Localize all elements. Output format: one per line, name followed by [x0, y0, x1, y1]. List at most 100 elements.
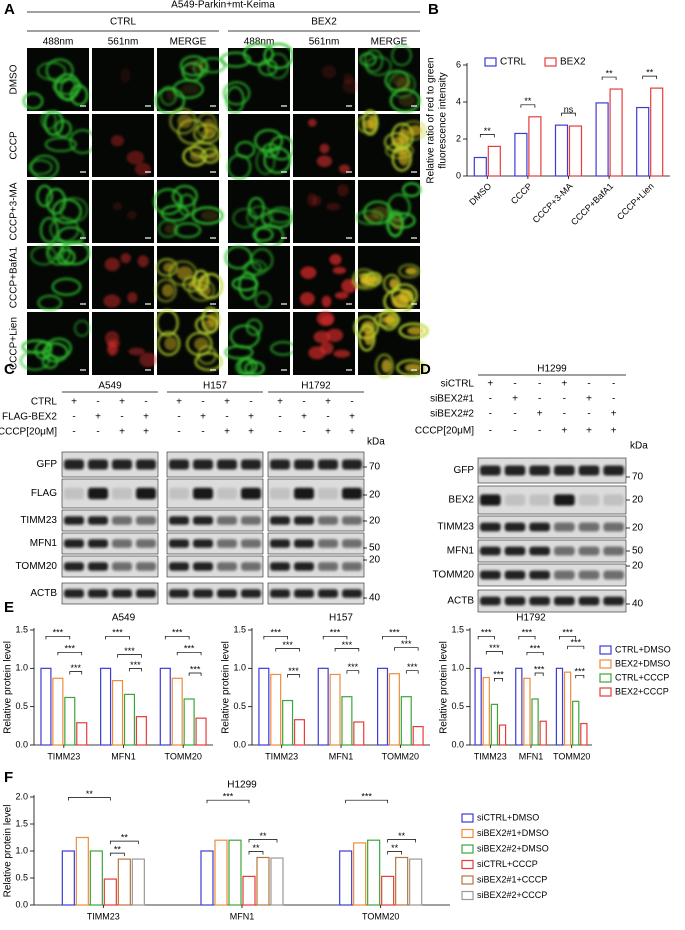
significance-bracket [477, 635, 495, 640]
cell-red [126, 210, 137, 220]
significance-label: *** [575, 667, 586, 677]
cell-green [155, 258, 179, 277]
condition-label: FLAG-BEX2 [2, 412, 57, 423]
band [480, 546, 501, 556]
sign: + [611, 409, 617, 420]
cell-green [355, 209, 384, 226]
bar [498, 724, 507, 746]
bar [568, 125, 583, 177]
cell-red [203, 118, 215, 134]
blot-label: MFN1 [447, 546, 475, 557]
sign: + [512, 394, 518, 405]
band [193, 516, 213, 525]
cells [120, 68, 131, 83]
sign: + [611, 426, 617, 437]
marker: 40 [632, 599, 644, 610]
cells [103, 252, 149, 308]
cell-line: H1792 [301, 381, 331, 392]
band [270, 539, 290, 548]
significance-bracket [69, 671, 83, 675]
condition-label: CCCP[20μM] [415, 426, 474, 437]
channel-label: 488nm [244, 37, 275, 48]
x-tick-label: TIMM23 [474, 751, 507, 761]
cells [355, 182, 422, 238]
cell-red [404, 363, 422, 373]
blot-label: ACTB [447, 596, 474, 607]
sign: + [561, 379, 567, 390]
condition-label: siBEX2#1 [430, 394, 474, 405]
band [217, 589, 237, 598]
panel-title: A549-Parkin+mt-Keima [171, 0, 275, 11]
significance-label: *** [534, 664, 545, 674]
bar [270, 857, 284, 906]
micrograph [224, 245, 290, 309]
significance-bracket [526, 651, 544, 656]
marker: 70 [369, 462, 381, 473]
band [294, 459, 314, 470]
significance-bracket [164, 635, 190, 640]
blot-bg [166, 555, 264, 578]
cell-red [127, 291, 138, 304]
cell-red [137, 255, 149, 268]
blot-bg [477, 457, 627, 484]
band [241, 459, 261, 470]
band [578, 465, 600, 476]
sign: + [537, 409, 543, 420]
band [169, 487, 189, 500]
cell-red [207, 312, 218, 328]
sign: + [248, 412, 254, 423]
bar [183, 698, 195, 746]
blot-label: BEX2 [448, 495, 474, 506]
x-tick-label: MFN1 [519, 751, 544, 761]
band [64, 487, 84, 500]
cell-green [47, 244, 66, 260]
band [504, 465, 526, 476]
cell-green [54, 73, 81, 101]
band [169, 539, 189, 548]
bands [480, 596, 624, 606]
bar [650, 87, 664, 177]
x-tick-label: MFN1 [329, 751, 354, 761]
row-label: CCCP+3-MA [9, 182, 20, 240]
cell-red [385, 314, 397, 326]
cell-green [159, 85, 178, 106]
band [112, 459, 132, 470]
cell-green [255, 147, 276, 176]
x-tick-label: CCCP [509, 181, 534, 206]
panel-label: B [428, 1, 439, 18]
bar [580, 722, 588, 746]
band [554, 522, 575, 532]
chart-title: A549 [112, 613, 136, 624]
cell-red [319, 143, 330, 154]
cell-red [177, 113, 193, 129]
unit: kDa [630, 441, 648, 452]
significance-label: *** [489, 643, 500, 653]
bar [381, 875, 395, 906]
sign: - [278, 427, 281, 438]
micrograph [293, 48, 360, 111]
cell-green [200, 147, 221, 164]
significance-bracket [575, 674, 585, 679]
bar [572, 700, 580, 746]
legend-label: siBEX2#2+DMSO [477, 843, 549, 853]
x-tick-label: TIMM23 [87, 911, 120, 921]
band [169, 516, 189, 525]
significance-label: ns [564, 105, 574, 115]
bar [339, 850, 353, 906]
legend-swatch [599, 673, 612, 683]
sign: - [612, 394, 615, 405]
sign: - [201, 427, 204, 438]
significance-bracket [642, 75, 658, 80]
channel-label: MERGE [371, 37, 408, 48]
bands [64, 539, 362, 548]
micrograph [293, 114, 355, 177]
band [342, 516, 362, 525]
cells [299, 254, 357, 308]
marker: 20 [632, 561, 644, 572]
legend-swatch [484, 57, 497, 67]
cell-red [389, 278, 399, 289]
band [504, 546, 526, 556]
band [578, 522, 600, 532]
sign: - [72, 427, 75, 438]
significance-bracket [176, 651, 202, 656]
